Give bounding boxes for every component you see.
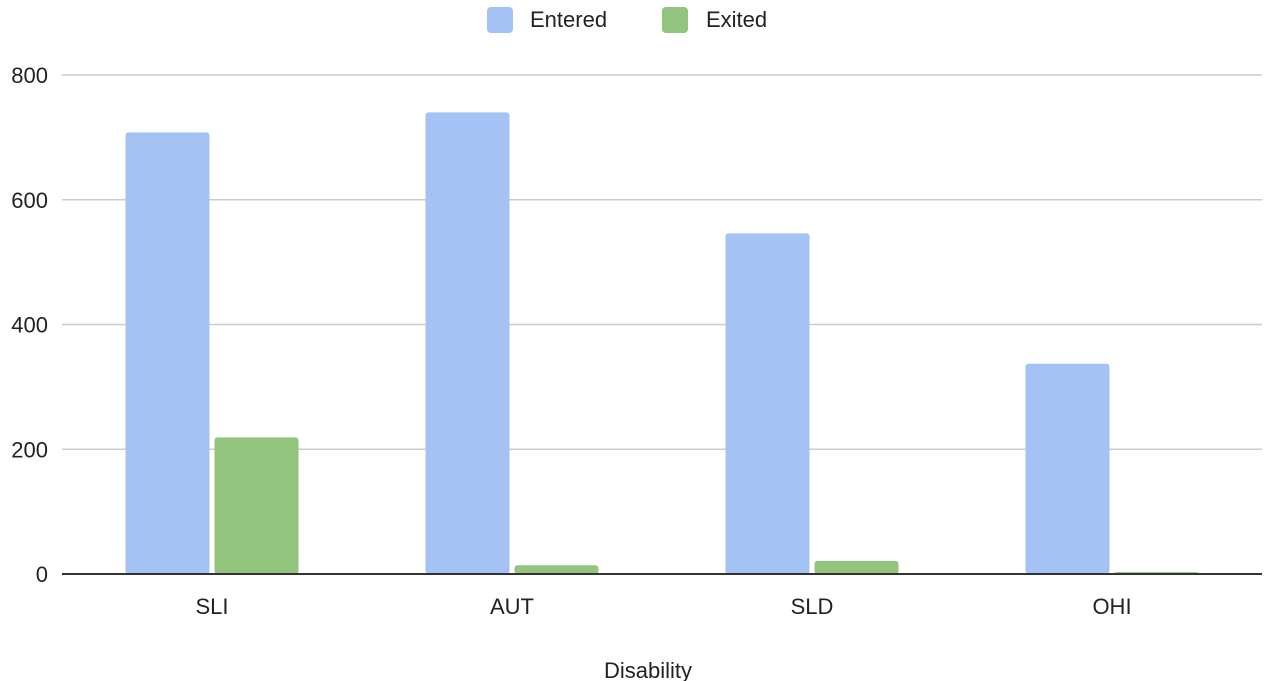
x-tick-label: SLD (791, 594, 834, 619)
legend-label-exited: Exited (706, 7, 767, 32)
bar-exited-sld (814, 560, 899, 574)
bar-entered-aut (425, 112, 510, 575)
bar-exited-sli (214, 437, 299, 574)
y-tick-label: 400 (11, 313, 48, 338)
x-tick-label: SLI (195, 594, 228, 619)
y-tick-label: 200 (11, 437, 48, 462)
bars (125, 112, 1199, 575)
axes: 0 200 400 600 800 SLI AUT SLD OHI (11, 63, 1262, 619)
legend-label-entered: Entered (530, 7, 607, 32)
bar-entered-ohi (1025, 363, 1110, 574)
x-axis-title: Disability (604, 658, 692, 681)
bar-exited-aut (514, 565, 599, 574)
y-tick-label: 800 (11, 63, 48, 88)
bar-entered-sld (725, 233, 810, 574)
legend-swatch-exited (662, 7, 688, 33)
y-tick-label: 0 (36, 562, 48, 587)
legend-swatch-entered (487, 7, 513, 33)
y-tick-label: 600 (11, 188, 48, 213)
x-tick-label: AUT (490, 594, 534, 619)
bar-entered-sli (125, 132, 210, 574)
x-tick-label: OHI (1092, 594, 1131, 619)
legend: Entered Exited (487, 7, 767, 33)
